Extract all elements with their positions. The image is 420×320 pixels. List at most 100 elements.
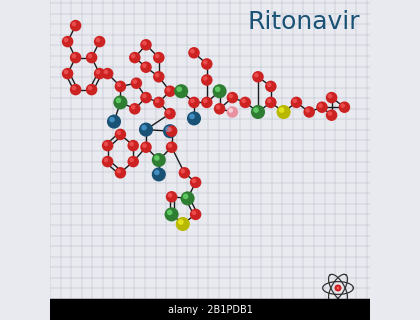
Circle shape bbox=[115, 167, 126, 179]
Circle shape bbox=[70, 84, 81, 95]
Circle shape bbox=[88, 54, 92, 58]
Circle shape bbox=[155, 99, 160, 103]
Circle shape bbox=[292, 99, 297, 103]
Circle shape bbox=[86, 52, 97, 63]
Circle shape bbox=[192, 179, 196, 183]
Circle shape bbox=[102, 68, 113, 79]
Circle shape bbox=[129, 142, 134, 146]
Circle shape bbox=[163, 124, 177, 138]
Circle shape bbox=[140, 39, 152, 51]
Circle shape bbox=[153, 71, 165, 83]
Circle shape bbox=[96, 70, 100, 74]
Circle shape bbox=[341, 103, 345, 108]
Circle shape bbox=[189, 114, 195, 119]
Circle shape bbox=[168, 193, 172, 197]
Circle shape bbox=[153, 52, 165, 63]
Circle shape bbox=[203, 60, 207, 65]
Circle shape bbox=[166, 110, 171, 114]
Circle shape bbox=[168, 143, 172, 148]
Circle shape bbox=[265, 97, 276, 108]
Circle shape bbox=[141, 125, 147, 131]
Circle shape bbox=[102, 140, 113, 151]
Circle shape bbox=[132, 79, 137, 84]
Circle shape bbox=[166, 125, 177, 137]
Circle shape bbox=[339, 101, 350, 113]
Circle shape bbox=[328, 94, 332, 98]
Circle shape bbox=[142, 63, 147, 68]
Circle shape bbox=[188, 47, 200, 59]
Circle shape bbox=[72, 54, 76, 58]
Circle shape bbox=[152, 153, 166, 167]
Circle shape bbox=[164, 108, 176, 119]
Circle shape bbox=[153, 97, 165, 108]
Circle shape bbox=[131, 105, 136, 109]
Circle shape bbox=[109, 117, 115, 123]
Circle shape bbox=[142, 94, 147, 98]
Circle shape bbox=[252, 71, 264, 83]
Bar bbox=[50, 299, 370, 320]
Circle shape bbox=[318, 103, 323, 108]
Circle shape bbox=[291, 97, 302, 108]
Circle shape bbox=[166, 141, 177, 153]
Circle shape bbox=[140, 61, 152, 73]
Circle shape bbox=[154, 155, 160, 161]
Circle shape bbox=[254, 73, 259, 77]
Circle shape bbox=[188, 97, 200, 108]
Circle shape bbox=[201, 97, 213, 108]
Circle shape bbox=[265, 81, 276, 92]
Circle shape bbox=[104, 158, 108, 162]
Circle shape bbox=[334, 284, 341, 292]
Circle shape bbox=[104, 142, 108, 146]
Circle shape bbox=[168, 127, 172, 132]
Circle shape bbox=[94, 68, 105, 79]
Text: alamy · 2B1PDB1: alamy · 2B1PDB1 bbox=[168, 305, 252, 315]
Circle shape bbox=[164, 85, 176, 97]
Circle shape bbox=[201, 58, 213, 70]
Circle shape bbox=[131, 77, 142, 89]
Circle shape bbox=[129, 158, 134, 162]
Circle shape bbox=[326, 109, 337, 121]
Circle shape bbox=[181, 169, 185, 173]
Circle shape bbox=[183, 194, 189, 199]
Circle shape bbox=[190, 209, 201, 220]
Circle shape bbox=[102, 156, 113, 167]
Circle shape bbox=[62, 36, 74, 47]
Circle shape bbox=[155, 54, 160, 58]
Circle shape bbox=[267, 99, 271, 103]
Circle shape bbox=[228, 94, 233, 98]
Circle shape bbox=[64, 38, 68, 42]
Circle shape bbox=[227, 92, 238, 103]
Circle shape bbox=[72, 22, 76, 26]
Circle shape bbox=[174, 84, 188, 98]
Circle shape bbox=[337, 287, 339, 289]
Circle shape bbox=[64, 70, 68, 74]
Circle shape bbox=[152, 167, 166, 181]
Circle shape bbox=[107, 115, 121, 129]
Circle shape bbox=[178, 219, 184, 225]
Circle shape bbox=[140, 92, 152, 103]
Circle shape bbox=[316, 101, 328, 113]
Circle shape bbox=[201, 74, 213, 86]
Circle shape bbox=[166, 87, 171, 92]
Circle shape bbox=[203, 99, 207, 103]
Circle shape bbox=[190, 177, 201, 188]
Circle shape bbox=[216, 105, 220, 109]
Circle shape bbox=[165, 207, 178, 221]
Circle shape bbox=[181, 191, 194, 205]
Circle shape bbox=[70, 20, 81, 31]
Circle shape bbox=[167, 210, 173, 215]
Circle shape bbox=[328, 111, 332, 116]
Circle shape bbox=[116, 169, 121, 173]
Circle shape bbox=[140, 141, 152, 153]
Circle shape bbox=[96, 38, 100, 42]
Circle shape bbox=[227, 106, 238, 118]
Circle shape bbox=[116, 83, 121, 87]
Circle shape bbox=[305, 108, 310, 113]
Circle shape bbox=[72, 86, 76, 90]
Circle shape bbox=[241, 99, 246, 103]
Circle shape bbox=[190, 99, 195, 103]
Circle shape bbox=[62, 68, 74, 79]
Circle shape bbox=[139, 123, 153, 137]
Circle shape bbox=[154, 170, 160, 175]
Circle shape bbox=[86, 84, 97, 95]
